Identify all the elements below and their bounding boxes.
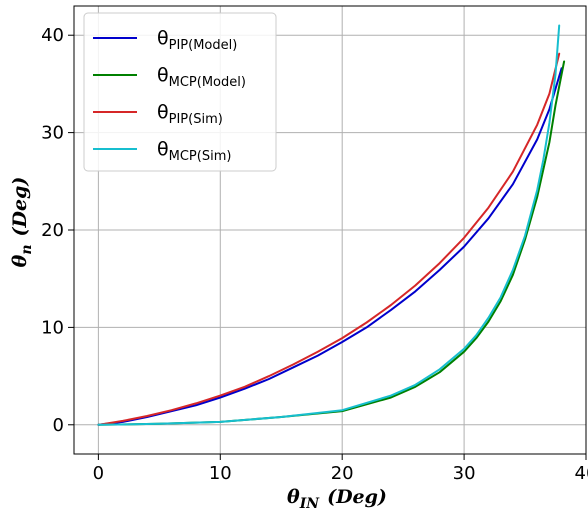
series-lines — [97, 24, 566, 426]
x-tick-label: 10 — [209, 463, 232, 484]
x-axis-label: θIN (Deg) — [287, 486, 387, 512]
legend-label-1: θMCP(Model) — [157, 64, 246, 90]
series-line-2 — [97, 52, 561, 426]
y-axis-label: θn(Deg) — [9, 177, 35, 268]
legend-box — [83, 12, 277, 172]
y-tick-label: 40 — [41, 25, 64, 46]
ticks: 0 10 20 30 40 0 10 20 30 40 — [41, 25, 588, 484]
y-tick-label: 30 — [41, 123, 64, 144]
series-line-3 — [97, 24, 561, 426]
series-line-0 — [97, 67, 563, 426]
x-tick-label: 40 — [575, 463, 588, 484]
y-tick-label: 20 — [41, 220, 64, 241]
legend-label-3: θMCP(Sim) — [157, 138, 231, 164]
y-tick-label: 10 — [41, 317, 64, 338]
legend-label-0: θPIP(Model) — [157, 27, 237, 53]
legend-label-2: θPIP(Sim) — [157, 101, 223, 127]
legend: θPIP(Model) θMCP(Model) θPIP(Sim) θMCP(Sim) — [83, 12, 277, 172]
x-tick-label: 30 — [453, 463, 476, 484]
x-tick-label: 20 — [331, 463, 354, 484]
y-tick-label: 0 — [53, 415, 64, 436]
x-tick-label: 0 — [93, 463, 104, 484]
